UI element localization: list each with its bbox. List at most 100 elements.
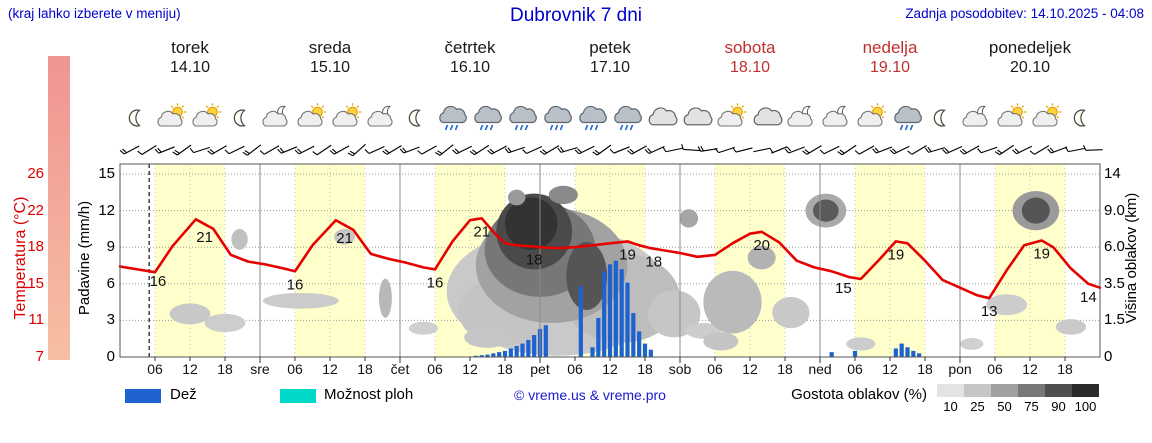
menu-hint: (kraj lahko izberete v meniju): [8, 6, 181, 21]
weather-icons-row: [128, 103, 1086, 131]
cloud-density-label: Gostota oblakov (%): [791, 386, 927, 403]
last-update: Zadnja posodobitev: 14.10.2025 - 04:08: [905, 6, 1144, 21]
weather-icon-rain: [439, 105, 467, 131]
weather-icon-suncloud: [997, 103, 1027, 127]
weather-icon-moon: [128, 109, 141, 127]
time-label: 18: [637, 361, 653, 377]
precip-axis-tick: 12: [98, 201, 115, 219]
day-name: sobota: [724, 38, 776, 57]
cloud-density-tick: 90: [1051, 399, 1066, 414]
time-label: 12: [742, 361, 758, 377]
cloud-axis-tick: 0: [1104, 348, 1113, 365]
precip-axis-tick: 15: [98, 165, 115, 182]
cloud-density-tick: 50: [997, 399, 1012, 414]
time-label: 06: [847, 361, 863, 377]
time-label: 18: [217, 361, 233, 377]
day-date: 16.10: [449, 59, 491, 76]
cloud-density-tick: 10: [943, 399, 958, 414]
day-date: 17.10: [589, 59, 631, 76]
weather-icon-suncloud: [1032, 103, 1062, 127]
time-label: 06: [707, 361, 723, 377]
day-date: 19.10: [869, 59, 911, 76]
day-name: petek: [589, 38, 631, 57]
time-label: pon: [948, 361, 972, 377]
cloud-density-swatch: [1045, 384, 1072, 397]
cloud-density-tick: 75: [1024, 399, 1039, 414]
weather-icon-mooncloud: [787, 105, 813, 127]
cloud-axis-tick: 14: [1104, 165, 1121, 182]
cloud-density-swatch: [937, 384, 964, 397]
time-label: 12: [1022, 361, 1038, 377]
time-label: 06: [287, 361, 303, 377]
weather-icon-suncloud: [157, 103, 187, 127]
weather-icon-moon: [233, 109, 246, 127]
time-label: ned: [808, 361, 832, 377]
weather-icon-rain: [894, 105, 922, 131]
weather-icon-cloud: [648, 107, 678, 126]
weather-icon-mooncloud: [367, 105, 393, 127]
temp-point-label: 16: [427, 274, 444, 291]
day-name: nedelja: [862, 38, 918, 57]
temp-point-label: 16: [150, 273, 167, 290]
showers-legend-label: Možnost ploh: [324, 386, 414, 403]
weather-icon-mooncloud: [262, 105, 288, 127]
cloud-density-tick: 25: [970, 399, 985, 414]
temp-axis-tick: 26: [27, 165, 44, 182]
time-label: pet: [530, 361, 550, 377]
day-name: ponedeljek: [988, 38, 1072, 57]
temperature-line: [118, 217, 1102, 300]
precip-axis-tick: 3: [106, 311, 115, 329]
weather-icon-suncloud: [332, 103, 362, 127]
cloud-axis-tick: 6.0: [1104, 238, 1125, 256]
temp-axis-tick: 22: [27, 201, 44, 219]
cloud-density-swatch: [991, 384, 1018, 397]
day-date: 15.10: [309, 59, 351, 76]
day-date: 14.10: [169, 59, 211, 76]
temp-point-label: 18: [645, 254, 662, 271]
weather-icon-mooncloud: [962, 105, 988, 127]
rain-legend-swatch: [125, 389, 161, 403]
showers-legend-swatch: [280, 389, 316, 403]
time-label: sob: [668, 361, 692, 377]
weather-icon-rain: [614, 105, 642, 131]
cloud-cover-field: [169, 185, 1087, 356]
time-label: 12: [882, 361, 898, 377]
temp-point-label: 19: [1033, 245, 1050, 262]
weather-icon-cloud: [683, 107, 713, 126]
temp-point-label: 21: [336, 230, 353, 247]
temp-axis-tick: 11: [28, 311, 44, 329]
cloud-density-swatch: [1018, 384, 1045, 397]
precip-axis-tick: 9: [106, 238, 115, 256]
day-date: 20.10: [1009, 59, 1051, 76]
time-label: sre: [250, 361, 270, 377]
time-label: 12: [602, 361, 618, 377]
cloud-axis-tick: 9.0: [1104, 201, 1125, 219]
weather-icon-rain: [474, 105, 502, 131]
temp-point-label: 19: [619, 246, 636, 263]
temp-point-label: 14: [1080, 289, 1097, 306]
wind-barbs-row: [119, 143, 1103, 157]
temp-point-label: 18: [526, 252, 543, 269]
temp-point-label: 13: [981, 303, 998, 320]
time-label: 06: [567, 361, 583, 377]
weather-icon-rain: [579, 105, 607, 131]
temperature-labels: 16 21 16 21 16 21 18 19 18 20 15 19 13 19 14: [150, 223, 1097, 320]
weather-icon-moon: [408, 109, 421, 127]
cloud-density-tick: 100: [1074, 399, 1097, 414]
time-label: 06: [987, 361, 1003, 377]
temp-axis-tick: 15: [27, 274, 44, 292]
temp-point-label: 21: [196, 229, 213, 246]
temp-axis-tick: 18: [27, 238, 44, 256]
weather-icon-moon: [1073, 109, 1086, 127]
day-name: četrtek: [444, 38, 496, 57]
time-label: 12: [182, 361, 198, 377]
time-label: 06: [427, 361, 443, 377]
day-name: sreda: [308, 38, 352, 57]
credit-link[interactable]: © vreme.us & vreme.pro: [514, 387, 666, 403]
temp-axis-tick: 7: [35, 348, 44, 365]
cloud-axis-tick: 1.5: [1104, 311, 1125, 329]
weather-icon-moon: [933, 109, 946, 127]
time-label: čet: [390, 361, 410, 377]
